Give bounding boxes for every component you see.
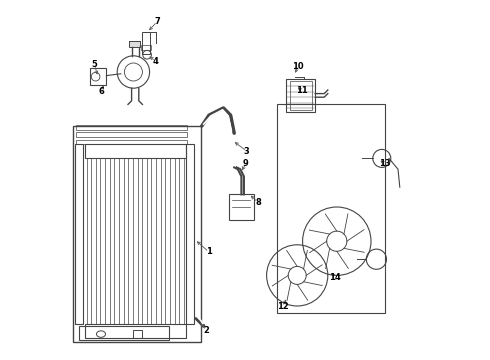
Text: 7: 7 [154,17,160,26]
Bar [286,79,315,112]
Text: 12: 12 [276,302,288,311]
Bar [141,45,151,50]
Bar [76,125,187,130]
Bar [76,140,187,144]
Text: 4: 4 [153,57,159,66]
Text: 5: 5 [92,60,98,69]
Text: 10: 10 [292,62,303,71]
Bar [129,41,140,47]
Text: 14: 14 [329,274,341,282]
Bar [290,81,312,110]
Bar [76,132,187,137]
Bar [75,144,83,324]
Bar [85,324,186,338]
Text: 1: 1 [206,248,212,256]
Bar [85,144,186,158]
Bar [186,144,194,324]
Bar [133,330,143,338]
Bar [79,326,170,340]
Text: 9: 9 [243,159,248,168]
Text: 8: 8 [255,198,261,207]
Text: 2: 2 [203,326,209,335]
Bar [90,68,106,85]
Text: 3: 3 [244,147,250,156]
Bar [73,126,201,342]
Bar [229,194,254,220]
Text: 11: 11 [296,86,308,95]
Text: 6: 6 [98,87,104,96]
Bar [143,32,149,54]
Bar [277,104,386,313]
Text: 13: 13 [379,159,391,168]
